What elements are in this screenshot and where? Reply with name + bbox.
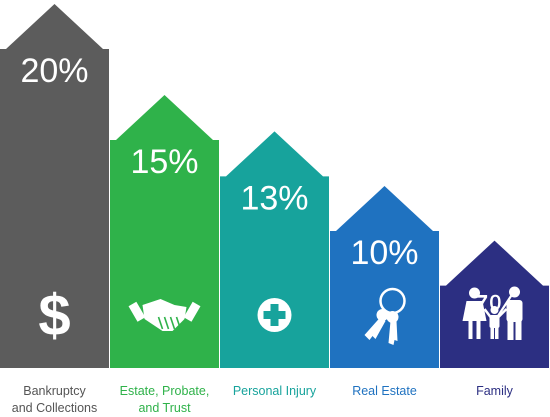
value-label: 13%	[240, 179, 308, 217]
bar	[330, 186, 439, 368]
category-label-line: Bankruptcy	[23, 384, 86, 398]
dollar-sign-icon: $	[38, 283, 70, 348]
keys-icon	[364, 287, 406, 345]
bar	[0, 4, 109, 368]
category-label: Bankruptcy and Collections	[0, 383, 109, 417]
category-label-line: Estate, Probate,	[119, 384, 210, 398]
bar	[110, 95, 219, 368]
family-icon	[462, 286, 523, 340]
value-label: 10%	[350, 234, 418, 272]
category-label-line: Personal Injury	[232, 384, 317, 398]
category-label: Real Estate	[330, 383, 439, 400]
category-label: Personal Injury	[220, 383, 329, 400]
category-label-line: Real Estate	[352, 384, 417, 398]
bar	[220, 131, 329, 368]
svg-text:$: $	[38, 283, 70, 348]
category-label-line: and Collections	[11, 401, 98, 415]
handshake-icon	[128, 299, 201, 331]
medical-cross-icon	[257, 298, 292, 332]
category-label-line: Family	[476, 384, 513, 398]
value-label: 20%	[20, 52, 88, 90]
category-label-line: and Trust	[138, 401, 191, 415]
category-label: Family	[440, 383, 549, 400]
category-label: Estate, Probate, and Trust	[110, 383, 219, 417]
bar	[440, 240, 549, 368]
value-label: 15%	[130, 143, 198, 181]
value-label: 7%	[470, 289, 519, 327]
